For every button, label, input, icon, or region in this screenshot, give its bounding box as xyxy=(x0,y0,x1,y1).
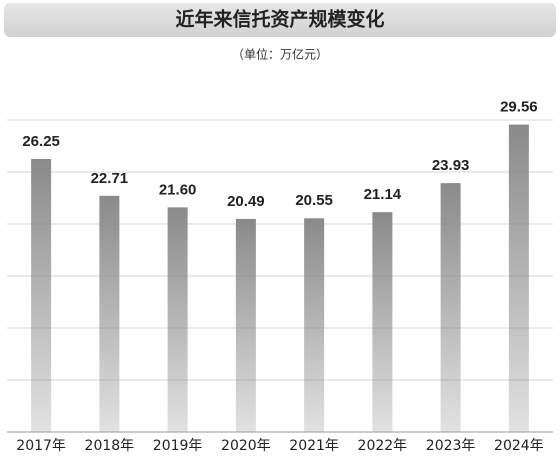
bar xyxy=(508,124,529,433)
value-label: 23.93 xyxy=(432,157,470,174)
bar xyxy=(235,218,256,432)
x-tick-label: 2018年 xyxy=(85,438,135,454)
value-label: 20.49 xyxy=(227,193,265,210)
x-tick-label: 2024年 xyxy=(494,438,544,454)
x-tick-label: 2021年 xyxy=(289,438,339,454)
x-tick-label: 2020年 xyxy=(221,438,271,454)
x-tick-label: 2017年 xyxy=(16,438,66,454)
chart-subtitle: （单位：万亿元） xyxy=(232,47,328,62)
title-band xyxy=(4,3,556,37)
value-label: 29.56 xyxy=(500,99,538,116)
x-tick-label: 2022年 xyxy=(358,438,408,454)
x-tick-label: 2019年 xyxy=(153,438,203,454)
bar xyxy=(372,212,393,432)
value-label: 20.55 xyxy=(295,192,333,209)
bar xyxy=(304,218,325,432)
bar xyxy=(440,183,461,432)
x-tick-label: 2023年 xyxy=(426,438,476,454)
value-label: 21.60 xyxy=(159,181,197,198)
value-label: 26.25 xyxy=(22,133,60,150)
value-label: 22.71 xyxy=(91,170,129,187)
chart-title: 近年来信托资产规模变化 xyxy=(175,8,384,31)
value-label: 21.14 xyxy=(364,186,402,203)
bar xyxy=(31,159,52,432)
bar xyxy=(99,195,120,432)
bar xyxy=(167,207,188,432)
